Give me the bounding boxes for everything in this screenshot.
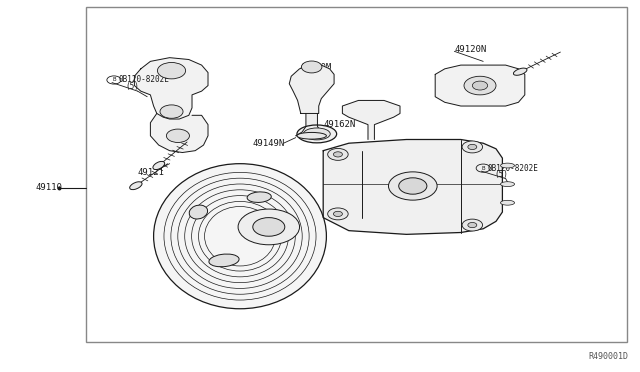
Ellipse shape <box>303 128 330 140</box>
Circle shape <box>333 152 342 157</box>
Circle shape <box>301 61 322 73</box>
Ellipse shape <box>500 200 515 205</box>
Circle shape <box>238 209 300 245</box>
Polygon shape <box>323 140 502 234</box>
Circle shape <box>333 211 342 217</box>
Circle shape <box>328 208 348 220</box>
Circle shape <box>253 218 285 236</box>
Text: (5): (5) <box>495 170 509 179</box>
Text: 49110: 49110 <box>35 183 62 192</box>
Circle shape <box>464 76 496 95</box>
Circle shape <box>472 81 488 90</box>
Ellipse shape <box>189 205 207 219</box>
Text: R490001D: R490001D <box>589 352 628 361</box>
Polygon shape <box>289 65 334 113</box>
Polygon shape <box>435 65 525 106</box>
Circle shape <box>399 178 427 194</box>
Ellipse shape <box>297 125 337 143</box>
Circle shape <box>160 105 183 118</box>
Text: 0B120-8202E: 0B120-8202E <box>488 164 538 173</box>
Text: B: B <box>481 166 485 171</box>
Text: (5): (5) <box>125 82 140 91</box>
Circle shape <box>388 172 437 200</box>
Circle shape <box>166 129 189 142</box>
Text: 49121: 49121 <box>138 169 164 177</box>
Text: 49170M: 49170M <box>300 63 332 72</box>
Circle shape <box>157 62 186 79</box>
Ellipse shape <box>500 163 515 168</box>
Ellipse shape <box>154 164 326 309</box>
Circle shape <box>462 219 483 231</box>
Ellipse shape <box>513 68 527 75</box>
Text: 49149N: 49149N <box>253 139 285 148</box>
Ellipse shape <box>209 254 239 267</box>
Ellipse shape <box>153 161 164 170</box>
Circle shape <box>468 222 477 228</box>
Text: 0B120-8202E: 0B120-8202E <box>118 76 169 84</box>
Circle shape <box>328 148 348 160</box>
Circle shape <box>468 144 477 150</box>
Ellipse shape <box>500 182 515 186</box>
Polygon shape <box>134 58 208 119</box>
Polygon shape <box>342 100 400 140</box>
Ellipse shape <box>247 192 271 202</box>
Text: B: B <box>112 77 116 83</box>
Text: 49120N: 49120N <box>454 45 486 54</box>
Ellipse shape <box>130 182 142 190</box>
Polygon shape <box>296 113 325 136</box>
Bar <box>86 7 627 342</box>
Text: 49162N: 49162N <box>323 120 355 129</box>
Circle shape <box>462 141 483 153</box>
Ellipse shape <box>297 132 326 139</box>
Polygon shape <box>150 113 208 153</box>
